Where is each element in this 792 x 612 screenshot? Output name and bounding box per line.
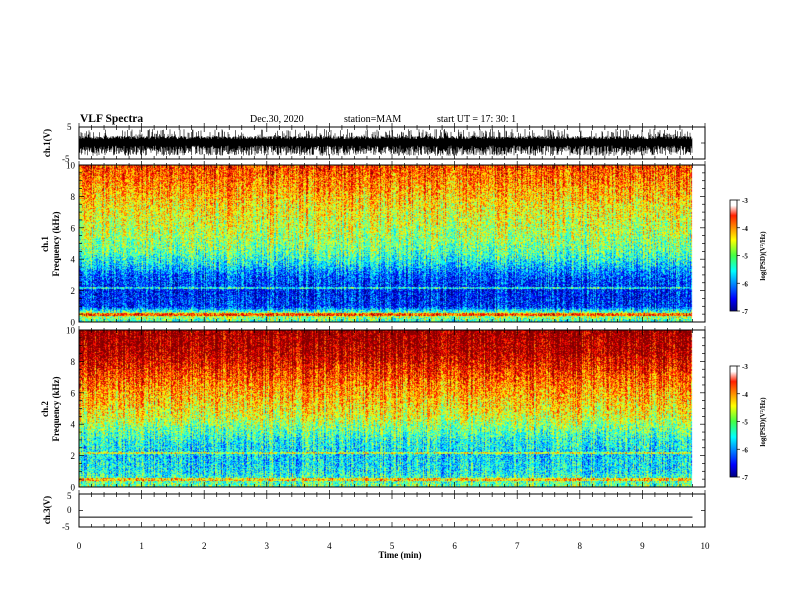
y-tick-label: 2	[71, 286, 76, 296]
x-tick-label: 1	[139, 541, 144, 551]
ch1-colorbar: -3 -4 -5 -6 -7 log(PSD)(V²/Hz)	[729, 197, 767, 316]
ch2-spectrogram-panel: 0 2 4 6 8 10 ch.2 Frequency (kHz) -3 -4 -5 -6 -7 …	[40, 326, 767, 493]
y-tick-label: 6	[71, 223, 76, 233]
ch2-colorbar-ticks: -3 -4 -5 -6 -7	[737, 363, 748, 482]
ch3-waveform-ticks	[78, 490, 706, 528]
ch3-ytick-bottom: -5	[62, 522, 70, 532]
x-tick-label: 3	[265, 541, 270, 551]
y-tick-label: 10	[66, 326, 76, 336]
ch1-spectrogram-panel: 0 2 4 6 8 10 ch.1 Frequency (kHz) -3 -4 -5 -6 -7 …	[40, 161, 767, 328]
ch3-ytick-top: 5	[67, 491, 72, 501]
y-tick-label: 8	[71, 192, 76, 202]
ch1-waveform-ylabel: ch.1(V)	[42, 129, 52, 157]
header-station: station=MAM	[344, 114, 401, 125]
header-start-time: start UT = 17: 30: 1	[437, 114, 516, 125]
colorbar-tick-label: -5	[742, 253, 748, 261]
figure-title: VLF Spectra	[80, 113, 143, 125]
ch1-waveform-path	[78, 129, 693, 156]
y-tick-label: 0	[71, 483, 76, 493]
ch2-colorbar: -3 -4 -5 -6 -7 log(PSD)(V²/Hz)	[729, 363, 767, 482]
colorbar-tick-label: -6	[742, 280, 748, 288]
ch1-waveform-panel: 5 -5 ch.1(V)	[42, 122, 706, 164]
ch3-ytick-zero: 0	[67, 505, 72, 515]
ch1-waveform-ticks	[78, 123, 706, 160]
colorbar-tick-label: -5	[742, 419, 748, 427]
ch1-spectrogram-ylabel-channel: ch.1	[40, 236, 50, 252]
y-tick-label: 4	[71, 420, 76, 430]
ch1-spectrogram-ticks: 0 2 4 6 8 10	[66, 161, 706, 328]
colorbar-tick-label: -7	[742, 308, 748, 316]
ch3-waveform-frame	[78, 493, 706, 528]
ch1-ytick-top: 5	[67, 122, 72, 132]
x-axis-tick-labels: 0 1 2 3 4 5 6 7 8 9 10	[77, 541, 710, 551]
ch2-spectrogram-ticks: 0 2 4 6 8 10	[66, 326, 706, 493]
colorbar-tick-label: -7	[742, 474, 748, 482]
ch2-spectrogram-image	[79, 330, 705, 487]
ch1-colorbar-ticks: -3 -4 -5 -6 -7	[737, 197, 748, 316]
x-tick-label: 0	[77, 541, 82, 551]
ch3-waveform-ylabel: ch.3(V)	[42, 496, 52, 524]
ch1-ytick-bottom: -5	[62, 154, 70, 164]
y-tick-label: 10	[66, 161, 76, 171]
colorbar-tick-label: -4	[742, 225, 748, 233]
ch2-colorbar-gradient	[729, 365, 738, 478]
colorbar-tick-label: -3	[742, 197, 748, 205]
ch1-waveform-trace	[78, 129, 693, 156]
y-tick-label: 2	[71, 451, 76, 461]
header-date: Dec.30, 2020	[250, 114, 304, 125]
colorbar-tick-label: -4	[742, 391, 748, 399]
y-tick-label: 8	[71, 357, 76, 367]
colorbar-tick-label: -3	[742, 363, 748, 371]
spectrogram-raster	[79, 165, 705, 322]
ch3-waveform-panel: 5 0 -5 ch.3(V)	[42, 490, 706, 532]
ch1-spectrogram-ylabel-frequency: Frequency (kHz)	[51, 211, 61, 276]
ch2-spectrogram-ylabel-channel: ch.2	[40, 401, 50, 417]
colorbar-tick-label: -6	[742, 446, 748, 454]
ch1-colorbar-gradient	[729, 199, 738, 312]
ch1-spectrogram-image	[79, 165, 705, 322]
x-axis-label: Time (min)	[378, 550, 421, 560]
x-tick-label: 7	[515, 541, 520, 551]
ch2-colorbar-label: log(PSD)(V²/Hz)	[759, 397, 767, 447]
y-tick-label: 4	[71, 255, 76, 265]
x-tick-label: 4	[327, 541, 332, 551]
x-tick-label: 9	[640, 541, 645, 551]
ch1-colorbar-label: log(PSD)(V²/Hz)	[759, 231, 767, 281]
x-tick-label: 6	[452, 541, 457, 551]
y-tick-label: 6	[71, 388, 76, 398]
x-tick-label: 8	[578, 541, 583, 551]
spectrogram-raster	[79, 330, 705, 487]
x-tick-label: 2	[202, 541, 207, 551]
x-tick-label: 10	[701, 541, 711, 551]
x-tick-label: 5	[390, 541, 395, 551]
ch2-spectrogram-ylabel-frequency: Frequency (kHz)	[51, 376, 61, 441]
y-tick-label: 0	[71, 318, 76, 328]
